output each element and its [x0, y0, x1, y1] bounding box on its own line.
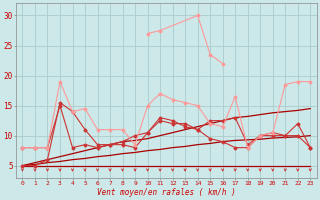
X-axis label: Vent moyen/en rafales ( km/h ): Vent moyen/en rafales ( km/h ): [97, 188, 236, 197]
